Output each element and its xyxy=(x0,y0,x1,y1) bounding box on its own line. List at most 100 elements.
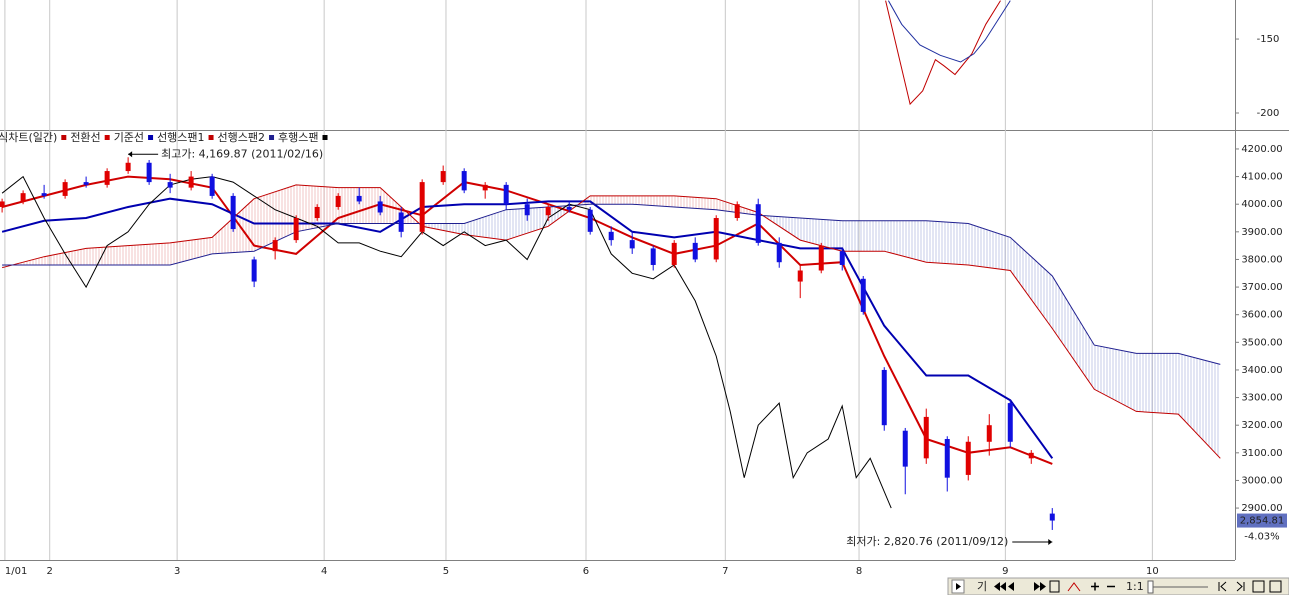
legend-entry: 기준선 xyxy=(114,131,144,144)
candle-body xyxy=(41,193,47,196)
candle-body xyxy=(146,162,152,183)
y-tick-label: 3500.00 xyxy=(1241,337,1282,348)
candle-body xyxy=(1049,513,1055,521)
legend-entry: 선행스팬1 xyxy=(157,131,204,144)
y-tick-label: 3900.00 xyxy=(1241,227,1282,238)
legend-entry: 선행스팬2 xyxy=(218,131,265,144)
legend-marker xyxy=(148,135,154,140)
candle-body xyxy=(0,201,5,207)
indicator-panel xyxy=(885,0,1011,106)
indicator-line xyxy=(885,0,1001,106)
x-tick-label: 1/01 xyxy=(5,566,27,577)
candle-body xyxy=(461,171,467,191)
y-tick-label: 3300.00 xyxy=(1241,393,1282,404)
zoom-in-button[interactable] xyxy=(1091,582,1099,591)
x-tick-label: 2 xyxy=(47,566,53,577)
last-button[interactable] xyxy=(1236,581,1245,592)
icon xyxy=(1000,582,1006,591)
legend-marker xyxy=(208,135,214,140)
ratio-button[interactable]: 1:1 xyxy=(1126,580,1144,593)
candle-body xyxy=(335,195,341,207)
candle-body xyxy=(587,209,593,232)
y-tick-label: 4000.00 xyxy=(1241,199,1282,210)
draw-button[interactable] xyxy=(1067,582,1081,592)
candle-body xyxy=(293,218,299,241)
candle-body xyxy=(398,212,404,232)
icon xyxy=(1040,582,1046,591)
axes: -150 -200 1/01 2 3 4 5 6 7 8 9 10 4200.00 4100.00 4000… xyxy=(5,34,1287,577)
icon xyxy=(956,583,961,590)
legend-marker xyxy=(322,135,328,140)
y-tick-label: 3600.00 xyxy=(1241,310,1282,321)
candle-body xyxy=(167,182,173,188)
candle-body xyxy=(755,204,761,243)
x-tick-label: 7 xyxy=(722,566,728,577)
candle-body xyxy=(902,430,908,467)
candle-body xyxy=(1028,452,1034,459)
candle-body xyxy=(83,182,89,185)
legend-marker xyxy=(269,135,275,140)
candle-body xyxy=(776,242,782,263)
candle-body xyxy=(881,369,887,426)
legend-marker xyxy=(61,135,67,140)
candle-body xyxy=(503,184,509,205)
candle-body xyxy=(566,206,572,210)
y-tick-label: 3100.00 xyxy=(1241,448,1282,459)
legend-entry: 전환선 xyxy=(70,131,100,144)
candle-body xyxy=(209,176,215,196)
y-tick-label: 3800.00 xyxy=(1241,254,1282,265)
x-tick-label: 6 xyxy=(583,566,589,577)
x-tick-label: 10 xyxy=(1146,566,1159,577)
last-price-label: 2,854.81 xyxy=(1240,516,1285,527)
candle-body xyxy=(839,251,845,265)
slider-thumb[interactable] xyxy=(1147,580,1154,594)
candle-body xyxy=(419,182,425,232)
change-label: -4.03% xyxy=(1244,532,1279,543)
candle-body xyxy=(671,242,677,265)
y-tick-label: 3000.00 xyxy=(1241,475,1282,486)
y-tick-label: 2900.00 xyxy=(1241,503,1282,514)
page-button[interactable] xyxy=(1049,580,1060,593)
grid xyxy=(4,0,1153,560)
annotation: 최고가: 4,169.87 (2011/02/16) xyxy=(161,147,323,160)
edit-button[interactable] xyxy=(1252,580,1265,593)
prev-button[interactable] xyxy=(1008,582,1014,591)
rewind-button[interactable] xyxy=(994,582,1000,591)
candle-body xyxy=(20,193,26,202)
annotation-arrowhead xyxy=(128,151,133,158)
candle-body xyxy=(545,206,551,216)
legend-title: 주식차트(일간) xyxy=(0,130,57,144)
toolbar-bg xyxy=(947,577,1289,595)
x-tick-label: 8 xyxy=(856,566,862,577)
candle-body xyxy=(860,278,866,312)
candle-body xyxy=(125,162,131,172)
char-button[interactable]: 기 xyxy=(977,580,987,593)
candle-body xyxy=(629,240,635,249)
legend-entry: 후행스팬 xyxy=(278,131,318,144)
x-tick-label: 5 xyxy=(443,566,449,577)
last-price-box xyxy=(1237,513,1287,528)
indicator-line xyxy=(887,0,1011,63)
legend: 주식차트(일간) 전환선 기준선 선행스팬1 선행스팬2 후행스팬 xyxy=(0,130,328,144)
first-button[interactable] xyxy=(1218,581,1227,592)
cloud xyxy=(2,184,1219,456)
candle-body xyxy=(986,425,992,442)
candle-body xyxy=(188,176,194,188)
candle-body xyxy=(377,201,383,213)
candle-body xyxy=(104,171,110,185)
y-tick-label: 4200.00 xyxy=(1241,144,1282,155)
settings-button[interactable] xyxy=(1269,580,1282,593)
y-tick-label: 3400.00 xyxy=(1241,365,1282,376)
candle-body xyxy=(314,206,320,219)
candle-body xyxy=(62,182,68,196)
annotation: 최저가: 2,820.76 (2011/09/12) xyxy=(846,535,1008,548)
candle-body xyxy=(818,245,824,271)
candle-body xyxy=(944,439,950,478)
indicator-line xyxy=(1,184,1221,459)
candle-body xyxy=(272,240,278,252)
x-tick-label: 4 xyxy=(321,566,327,577)
candle-body xyxy=(713,218,719,260)
forward-button[interactable] xyxy=(1034,582,1040,591)
indicator-line xyxy=(1,175,1053,465)
